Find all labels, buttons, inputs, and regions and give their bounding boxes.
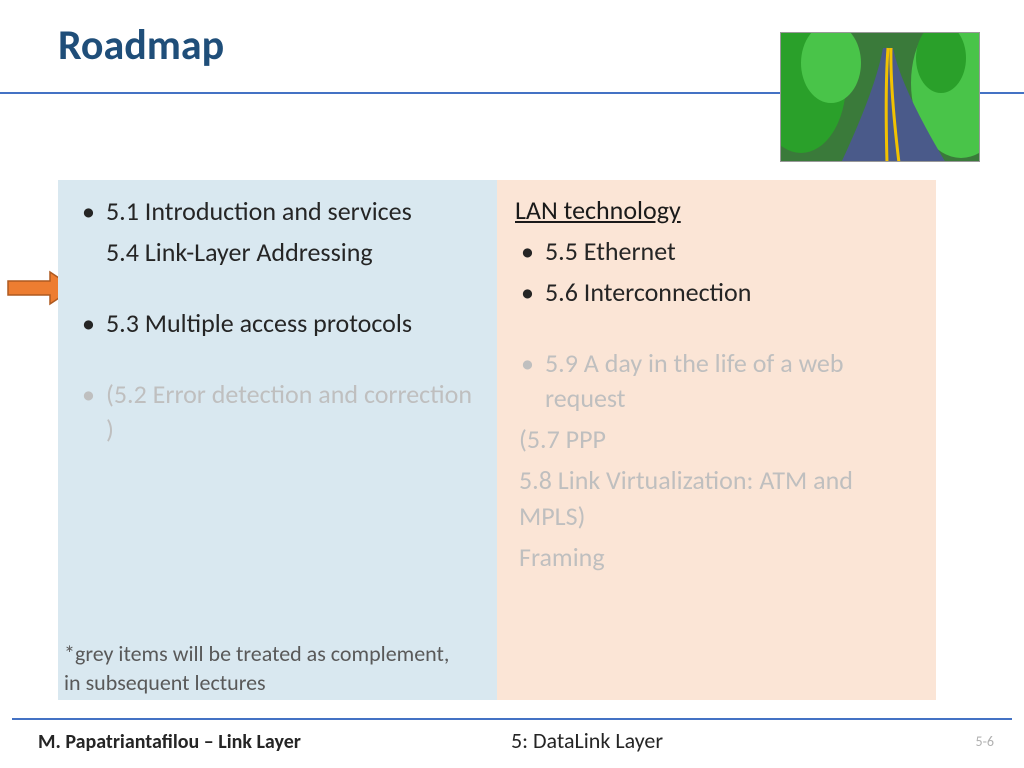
- footer-page: 5-6: [976, 733, 994, 750]
- right-column: LAN technology 5.5 Ethernet 5.6 Intercon…: [497, 180, 936, 700]
- list-item-grey: (5.2 Error detection and correction ): [76, 377, 479, 447]
- page-title: Roadmap: [58, 20, 224, 71]
- left-column: 5.1 Introduction and services 5.4 Link-L…: [58, 180, 497, 700]
- footer-chapter: 5: DataLink Layer: [0, 727, 1024, 754]
- list-item: 5.4 Link-Layer Addressing: [76, 235, 479, 270]
- list-item-grey: 5.9 A day in the life of a web request: [515, 346, 918, 416]
- list-item-grey: Framing: [515, 540, 918, 575]
- road-image: [780, 32, 980, 162]
- list-item: 5.6 Interconnection: [515, 275, 918, 310]
- list-item: 5.5 Ethernet: [515, 234, 918, 269]
- column-heading: LAN technology: [515, 194, 918, 226]
- divider-bottom: [12, 718, 1012, 720]
- list-item: 5.3 Multiple access protocols: [76, 306, 479, 341]
- footnote: *grey items will be treated as complemen…: [64, 640, 464, 697]
- content-columns: 5.1 Introduction and services 5.4 Link-L…: [58, 180, 936, 700]
- list-item-grey: 5.8 Link Virtualization: ATM and MPLS): [515, 463, 918, 533]
- list-item: 5.1 Introduction and services: [76, 194, 479, 229]
- list-item-grey: (5.7 PPP: [515, 422, 918, 457]
